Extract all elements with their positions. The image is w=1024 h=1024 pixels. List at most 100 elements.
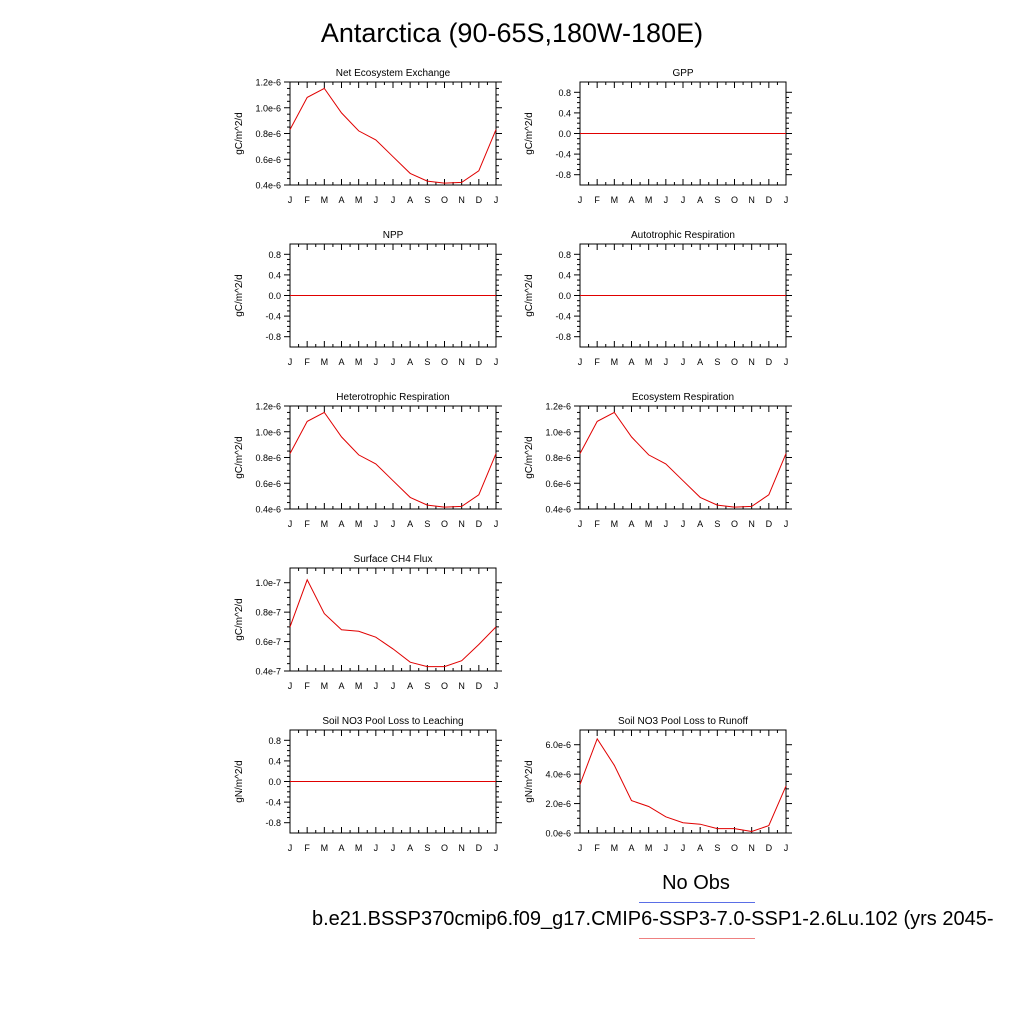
y-tick-label: 0.8: [558, 250, 571, 260]
x-tick-label: S: [714, 519, 720, 529]
x-tick-label: J: [681, 843, 686, 853]
y-tick-label: 0.8e-6: [545, 453, 571, 463]
y-tick-label: 1.0e-6: [545, 427, 571, 437]
x-tick-label: S: [424, 843, 430, 853]
y-tick-label: 0.4e-6: [545, 505, 571, 515]
x-tick-label: N: [748, 519, 755, 529]
panel-title: NPP: [383, 230, 404, 241]
x-tick-label: A: [407, 195, 413, 205]
x-tick-label: F: [594, 195, 600, 205]
x-tick-label: F: [304, 843, 310, 853]
x-tick-label: A: [628, 357, 634, 367]
x-tick-label: F: [304, 195, 310, 205]
y-tick-label: 6.0e-6: [545, 740, 571, 750]
x-tick-label: F: [594, 357, 600, 367]
x-tick-label: J: [494, 519, 499, 529]
x-tick-label: S: [424, 519, 430, 529]
x-tick-label: N: [748, 843, 755, 853]
y-tick-label: 0.8e-6: [255, 129, 281, 139]
y-axis-label: gC/m^2/d: [524, 274, 535, 317]
x-tick-label: M: [645, 519, 653, 529]
x-tick-label: O: [441, 681, 448, 691]
y-tick-label: 0.8e-7: [255, 608, 281, 618]
panel-title: Heterotrophic Respiration: [336, 392, 449, 403]
x-tick-label: M: [321, 843, 329, 853]
x-tick-label: M: [645, 843, 653, 853]
x-tick-label: D: [476, 357, 483, 367]
x-tick-label: N: [458, 843, 465, 853]
x-tick-label: J: [288, 195, 293, 205]
figure-title: Antarctica (90-65S,180W-180E): [320, 18, 704, 48]
y-tick-label: -0.8: [265, 818, 281, 828]
x-tick-label: J: [374, 681, 379, 691]
x-tick-label: O: [441, 843, 448, 853]
x-tick-label: F: [304, 519, 310, 529]
plot-frame: [289, 81, 497, 186]
x-tick-label: A: [338, 357, 344, 367]
y-tick-label: 1.0e-7: [255, 578, 281, 588]
x-tick-label: J: [288, 519, 293, 529]
y-tick-label: 0.0: [558, 129, 571, 139]
y-tick-label: 1.0e-6: [255, 103, 281, 113]
y-tick-label: 0.8: [558, 88, 571, 98]
x-tick-label: O: [731, 195, 738, 205]
x-tick-label: F: [594, 843, 600, 853]
chart-panel: Soil NO3 Pool Loss to Leaching gN/m^2/d J F…: [234, 716, 502, 853]
y-tick-label: 0.4e-6: [255, 505, 281, 515]
x-tick-label: A: [407, 843, 413, 853]
x-tick-label: J: [578, 357, 583, 367]
y-axis-label: gN/m^2/d: [524, 760, 535, 803]
y-tick-label: -0.8: [265, 332, 281, 342]
y-axis-label: gC/m^2/d: [524, 436, 535, 479]
x-tick-label: A: [338, 843, 344, 853]
x-tick-label: N: [458, 681, 465, 691]
x-tick-label: J: [578, 195, 583, 205]
plot-frame: [579, 405, 787, 510]
x-tick-label: M: [321, 357, 329, 367]
y-tick-label: 0.6e-6: [255, 155, 281, 165]
x-tick-label: A: [628, 195, 634, 205]
x-tick-label: A: [697, 195, 703, 205]
y-tick-label: 0.4: [268, 756, 281, 766]
x-tick-label: F: [594, 519, 600, 529]
x-tick-label: M: [355, 681, 363, 691]
x-tick-label: O: [731, 519, 738, 529]
y-tick-label: -0.4: [265, 798, 281, 808]
series-line: [579, 411, 787, 508]
y-axis-label: gN/m^2/d: [234, 760, 245, 803]
x-tick-label: N: [748, 357, 755, 367]
y-tick-label: 4.0e-6: [545, 770, 571, 780]
x-tick-label: M: [321, 195, 329, 205]
x-tick-label: S: [714, 195, 720, 205]
y-tick-label: 0.0: [268, 291, 281, 301]
x-tick-label: J: [494, 357, 499, 367]
y-tick-label: 0.0e-6: [545, 829, 571, 839]
panel-title: Ecosystem Respiration: [632, 392, 734, 403]
x-tick-label: J: [494, 843, 499, 853]
x-tick-label: D: [766, 357, 773, 367]
y-tick-label: -0.8: [555, 170, 571, 180]
y-tick-label: -0.8: [555, 332, 571, 342]
x-tick-label: D: [476, 681, 483, 691]
y-tick-label: 0.4e-6: [255, 181, 281, 191]
x-tick-label: J: [664, 195, 669, 205]
x-tick-label: S: [714, 843, 720, 853]
x-tick-label: J: [494, 195, 499, 205]
y-tick-label: 0.0: [268, 777, 281, 787]
x-tick-label: M: [611, 519, 619, 529]
panel-title: Soil NO3 Pool Loss to Leaching: [322, 716, 463, 727]
plot-frame: [579, 729, 787, 834]
x-tick-label: A: [338, 519, 344, 529]
x-tick-label: A: [338, 195, 344, 205]
y-tick-label: 0.4: [268, 270, 281, 280]
x-tick-label: A: [407, 357, 413, 367]
y-axis-label: gC/m^2/d: [234, 274, 245, 317]
x-tick-label: M: [611, 357, 619, 367]
x-tick-label: J: [391, 681, 396, 691]
plot-frame: [289, 405, 497, 510]
